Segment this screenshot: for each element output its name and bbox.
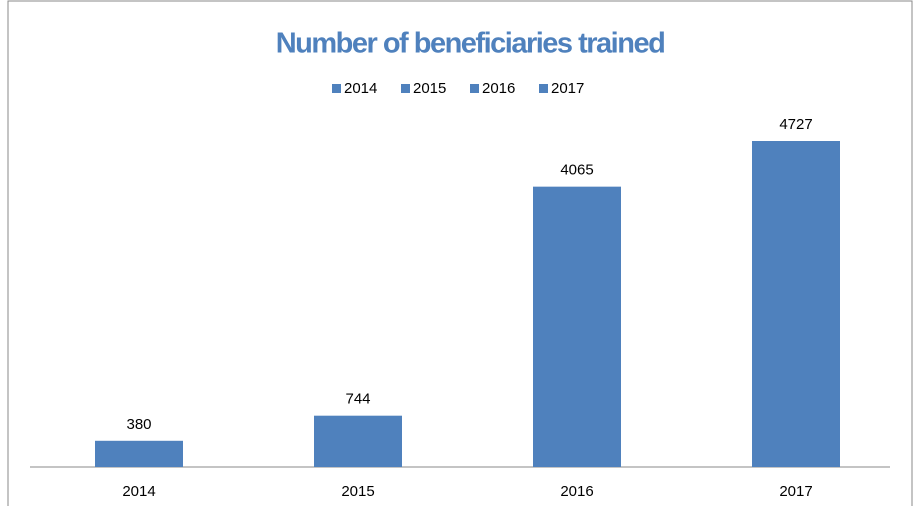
bar — [95, 440, 183, 467]
legend-swatch — [332, 84, 341, 93]
data-label: 4065 — [560, 162, 593, 179]
x-tick-label: 2014 — [122, 483, 155, 500]
bar — [314, 415, 402, 467]
legend-label: 2017 — [551, 80, 584, 97]
bar — [752, 141, 840, 467]
legend-swatch — [401, 84, 410, 93]
legend-label: 2014 — [344, 80, 377, 97]
legend-label: 2015 — [413, 80, 446, 97]
data-label: 4727 — [779, 116, 812, 133]
data-label: 380 — [126, 416, 151, 433]
data-label: 744 — [345, 391, 370, 408]
chart-frame — [7, 0, 913, 506]
legend-label: 2016 — [482, 80, 515, 97]
bar — [533, 186, 621, 468]
legend-swatch — [539, 84, 548, 93]
chart-title: Number of beneficiaries trained — [276, 28, 665, 60]
legend-swatch — [470, 84, 479, 93]
x-tick-label: 2015 — [341, 483, 374, 500]
x-tick-label: 2016 — [560, 483, 593, 500]
x-tick-label: 2017 — [779, 483, 812, 500]
